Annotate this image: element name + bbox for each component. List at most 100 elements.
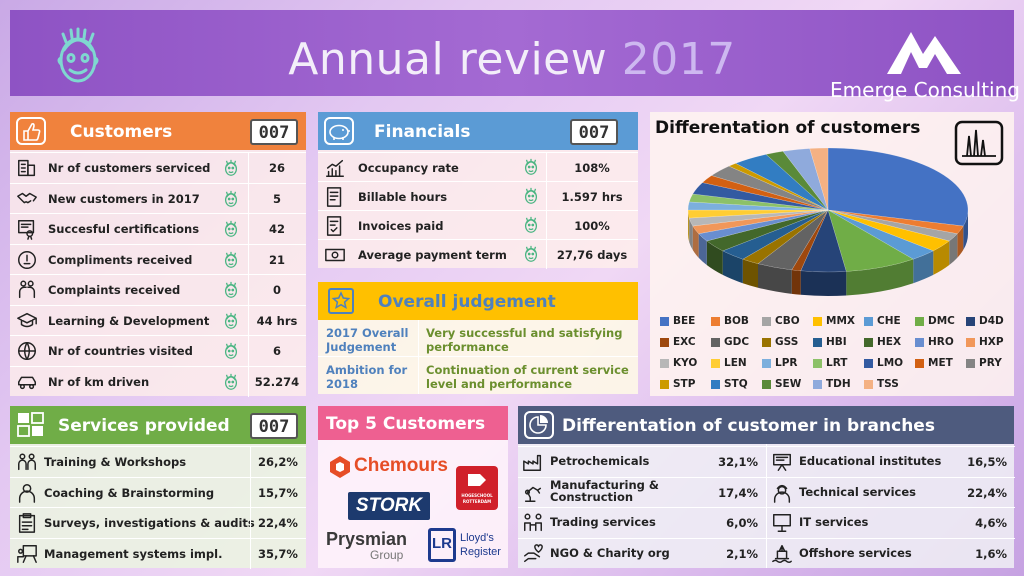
page-title: Annual review 2017 <box>288 34 736 85</box>
pie-slice-side <box>706 241 723 275</box>
row-label: Average payment term <box>358 248 507 262</box>
overall-title: Overall judgement <box>378 292 556 312</box>
pie-slice-mmx <box>827 209 950 252</box>
building-icon <box>16 157 38 179</box>
row-label: Compliments received <box>48 252 193 267</box>
legend-swatch <box>966 338 975 347</box>
legend-label: TDH <box>826 378 851 390</box>
pie-slice-len <box>687 209 829 219</box>
customer-stat-row: New customers in 2017 5 <box>10 182 306 214</box>
pie-slice-dmc <box>827 209 914 272</box>
lloyds-mark-icon: LR <box>428 528 456 562</box>
overall-label-2018: Ambition for 2018 <box>326 363 408 391</box>
pie-chart <box>687 147 969 296</box>
branch-row: NGO & Charity org 2,1% <box>518 537 766 568</box>
row-label: Educational institutes <box>799 454 942 468</box>
financial-stat-row: Occupancy rate 108% <box>318 152 638 182</box>
legend-label: SEW <box>775 378 802 390</box>
legend-swatch <box>864 380 873 389</box>
pie-slice-bee <box>827 147 969 227</box>
row-label: Occupancy rate <box>358 161 459 175</box>
legend-swatch <box>864 338 873 347</box>
legend-swatch <box>711 380 720 389</box>
pie-slice-hbi <box>722 209 829 260</box>
compliment-icon <box>16 249 38 271</box>
branch-row: IT services 4,6% <box>767 507 1015 537</box>
lloyds-name-1: Lloyd's <box>460 532 494 544</box>
divider <box>250 447 251 477</box>
brand-name: Emerge Consulting <box>830 78 1020 102</box>
divider <box>248 244 249 275</box>
training-icon <box>16 451 38 473</box>
prysmian-logo: Prysmian <box>326 529 408 549</box>
branch-row: Petrochemicals 32,1% <box>518 446 766 476</box>
certificate-icon <box>16 218 38 240</box>
customer-stat-row: Compliments received 21 <box>10 243 306 275</box>
pie-slice-side <box>791 269 801 295</box>
hogeschool-name-2: ROTTERDAM <box>462 499 492 504</box>
legend-swatch <box>915 338 924 347</box>
row-value: 22,4% <box>258 516 298 530</box>
legend-swatch <box>813 359 822 368</box>
pie-slice-d4d <box>800 209 847 273</box>
smiley-face-icon <box>222 312 240 330</box>
row-label: Petrochemicals <box>550 454 650 468</box>
pie-slice-hex <box>706 209 829 252</box>
legend-swatch <box>864 359 873 368</box>
legend-swatch <box>660 359 669 368</box>
divider <box>248 336 249 366</box>
overall-text-2017: Very successful and satisfying performan… <box>426 326 623 354</box>
pie-slice-met <box>701 175 829 211</box>
row-value: 32,1% <box>718 455 758 469</box>
hogeschool-mark-icon <box>468 474 486 486</box>
pie-slice-tdh <box>782 148 829 211</box>
face-icon <box>57 27 99 83</box>
hogeschool-name-1: HOGESCHOOL <box>461 493 493 498</box>
row-value: 0 <box>272 283 281 297</box>
service-row: Surveys, investigations & audits 22,4% <box>10 507 306 538</box>
pie-slice-side <box>688 210 690 243</box>
branches-panel: Differentation of customer in branches P… <box>518 406 1015 568</box>
legend-swatch <box>915 359 924 368</box>
smiley-face-icon <box>222 281 240 299</box>
financial-stat-row: Average payment term 27,76 days <box>318 239 638 269</box>
service-row: Coaching & Brainstorming 15,7% <box>10 476 306 508</box>
branch-row: Technical services 22,4% <box>767 476 1015 507</box>
row-value: 5 <box>272 191 281 206</box>
divider <box>318 356 638 357</box>
title-year: 2017 <box>621 34 736 85</box>
legend-swatch <box>966 317 975 326</box>
star-icon <box>328 288 354 314</box>
customer-distribution-chart-panel: Differentation of customers BEE BOB CBO MMX… <box>650 112 1014 396</box>
row-label: Technical services <box>799 484 916 499</box>
stork-name: STORK <box>355 495 423 516</box>
divider <box>250 538 251 569</box>
legend-swatch <box>762 317 771 326</box>
pie-slice-tss <box>809 147 829 211</box>
row-label: Management systems impl. <box>44 546 223 561</box>
hogeschool-logo: HOGESCHOOL ROTTERDAM <box>456 466 498 510</box>
grid-icon <box>17 412 44 437</box>
pie-slice-pry <box>711 165 829 211</box>
row-value: 27,76 days <box>556 248 628 262</box>
row-value: 21 <box>268 252 285 267</box>
customers-panel: Customers 007 Nr of customers serviced 2… <box>10 112 306 397</box>
row-value: 4,6% <box>975 516 1007 530</box>
row-value: 17,4% <box>718 485 758 500</box>
legend-label: EXC <box>673 336 696 348</box>
row-value: 2,1% <box>726 546 758 561</box>
divider <box>546 240 547 269</box>
divider <box>250 477 251 508</box>
legend-swatch <box>813 338 822 347</box>
divider <box>546 153 547 182</box>
legend-label: LPR <box>775 357 798 369</box>
legend-swatch <box>813 380 822 389</box>
top5-header: Top 5 Customers <box>318 406 508 440</box>
factory-icon <box>522 451 544 473</box>
row-value: 35,7% <box>258 546 298 561</box>
overall-header: Overall judgement <box>318 282 638 320</box>
charity-hand-icon <box>522 543 544 565</box>
legend-label: PRY <box>979 357 1002 369</box>
service-row: Management systems impl. 35,7% <box>10 537 306 569</box>
legend-label: CHE <box>877 315 901 327</box>
